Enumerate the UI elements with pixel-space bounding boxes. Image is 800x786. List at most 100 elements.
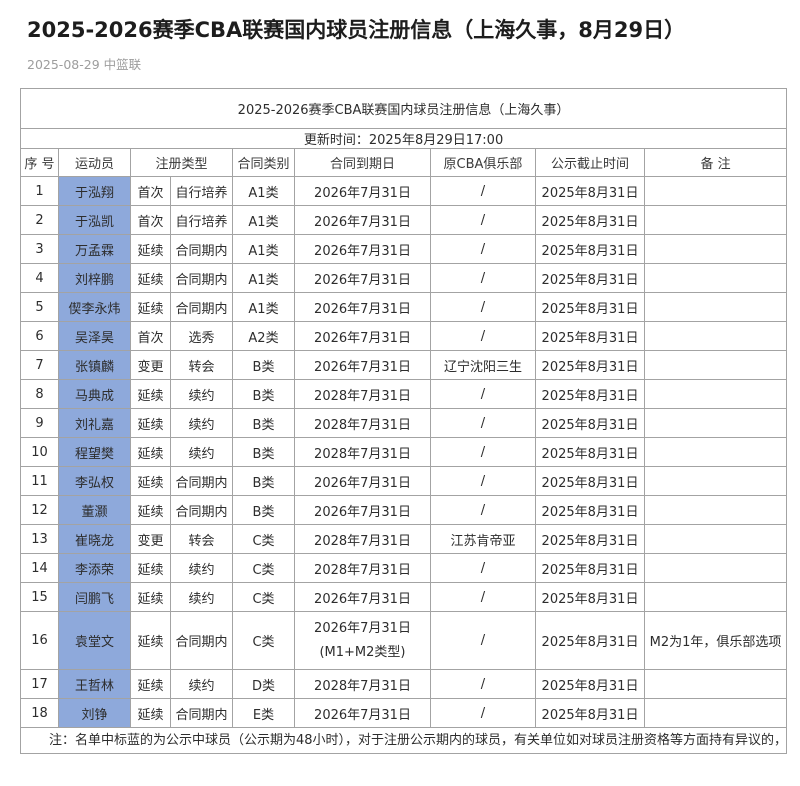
cell-no: 3 [20,234,59,264]
cell-reg-status: 延续 [130,495,171,525]
cell-reg-type: 转会 [170,524,233,554]
cell-remark [643,582,788,612]
cell-contract-expiry: 2026年7月31日 [294,292,431,322]
table-row: 7 张镇麟 变更 转会 B类 2026年7月31日 辽宁沈阳三生 2025年8月… [20,350,788,380]
table-row: 13 崔晓龙 变更 转会 C类 2028年7月31日 江苏肯帝亚 2025年8月… [20,524,788,554]
cell-deadline: 2025年8月31日 [535,350,645,380]
note-text: 注：名单中标蓝的为公示中球员（公示期为48小时），对于注册公示期内的球员，有关单… [49,733,787,748]
cell-player-name: 刘礼嘉 [58,408,131,438]
cell-reg-status: 延续 [130,582,171,612]
cell-remark [643,698,788,728]
cell-remark [643,321,788,351]
cell-no: 5 [20,292,59,322]
cell-contract-class: C类 [232,582,295,612]
cell-reg-status: 延续 [130,379,171,409]
cell-no: 14 [20,553,59,583]
cell-reg-type: 续约 [170,582,233,612]
cell-no: 16 [20,611,59,670]
cell-player-name: 李弘权 [58,466,131,496]
cell-deadline: 2025年8月31日 [535,176,645,206]
cell-contract-class: A1类 [232,176,295,206]
cell-deadline: 2025年8月31日 [535,205,645,235]
cell-contract-expiry: 2026年7月31日 [294,321,431,351]
cell-remark [643,292,788,322]
cell-reg-type: 续约 [170,669,233,699]
cell-contract-expiry: 2026年7月31日 [294,582,431,612]
table-row: 12 董灏 延续 合同期内 B类 2026年7月31日 / 2025年8月31日 [20,495,788,525]
table-row: 8 马典成 延续 续约 B类 2028年7月31日 / 2025年8月31日 [20,379,788,409]
cell-former-club: 辽宁沈阳三生 [430,350,536,380]
table-row: 6 吴泽昊 首次 选秀 A2类 2026年7月31日 / 2025年8月31日 [20,321,788,351]
table-row: 4 刘梓鹏 延续 合同期内 A1类 2026年7月31日 / 2025年8月31… [20,263,788,293]
cell-deadline: 2025年8月31日 [535,495,645,525]
cell-reg-type: 选秀 [170,321,233,351]
cell-former-club: / [430,437,536,467]
cell-deadline: 2025年8月31日 [535,379,645,409]
cell-contract-class: A1类 [232,263,295,293]
cell-contract-expiry: 2028年7月31日 [294,437,431,467]
cell-deadline: 2025年8月31日 [535,524,645,554]
cell-contract-class: C类 [232,611,295,670]
cell-player-name: 吴泽昊 [58,321,131,351]
table-header-row: 序 号 运动员 注册类型 合同类别 合同到期日 原CBA俱乐部 公示截止时间 备… [20,148,788,177]
cell-contract-expiry: 2026年7月31日 [294,205,431,235]
cell-contract-class: B类 [232,495,295,525]
cell-former-club: / [430,669,536,699]
cell-no: 15 [20,582,59,612]
note-cell: 注：名单中标蓝的为公示中球员（公示期为48小时），对于注册公示期内的球员，有关单… [19,727,788,754]
cell-contract-class: B类 [232,350,295,380]
cell-no: 11 [20,466,59,496]
cell-reg-status: 延续 [130,669,171,699]
cell-no: 18 [20,698,59,728]
header-reg-type: 注册类型 [130,148,233,177]
article-header: 2025-2026赛季CBA联赛国内球员注册信息（上海久事，8月29日） 202… [0,0,800,73]
cell-deadline: 2025年8月31日 [535,408,645,438]
cell-no: 1 [20,176,59,206]
cell-reg-type: 合同期内 [170,611,233,670]
cell-no: 13 [20,524,59,554]
cell-reg-status: 延续 [130,698,171,728]
cell-deadline: 2025年8月31日 [535,553,645,583]
cell-reg-type: 合同期内 [170,234,233,264]
cell-remark [643,466,788,496]
cell-former-club: / [430,321,536,351]
cell-reg-type: 合同期内 [170,292,233,322]
cell-deadline: 2025年8月31日 [535,292,645,322]
cell-former-club: / [430,611,536,670]
cell-reg-status: 延续 [130,611,171,670]
cell-player-name: 李添荣 [58,553,131,583]
cell-player-name: 崔晓龙 [58,524,131,554]
cell-deadline: 2025年8月31日 [535,611,645,670]
cell-deadline: 2025年8月31日 [535,263,645,293]
cell-former-club: / [430,495,536,525]
cell-player-name: 王哲林 [58,669,131,699]
cell-player-name: 万孟霖 [58,234,131,264]
cell-no: 9 [20,408,59,438]
cell-remark [643,495,788,525]
cell-no: 17 [20,669,59,699]
table-row: 18 刘铮 延续 合同期内 E类 2026年7月31日 / 2025年8月31日 [20,698,788,728]
cell-reg-status: 变更 [130,524,171,554]
cell-remark [643,553,788,583]
cell-remark [643,205,788,235]
cell-deadline: 2025年8月31日 [535,669,645,699]
cell-reg-type: 合同期内 [170,466,233,496]
cell-reg-type: 续约 [170,437,233,467]
cell-contract-class: A1类 [232,292,295,322]
cell-contract-class: D类 [232,669,295,699]
cell-former-club: 江苏肯帝亚 [430,524,536,554]
cell-remark [643,524,788,554]
cell-player-name: 刘梓鹏 [58,263,131,293]
cell-contract-expiry: 2028年7月31日 [294,669,431,699]
cell-reg-status: 延续 [130,437,171,467]
cell-player-name: 刘铮 [58,698,131,728]
cell-reg-type: 转会 [170,350,233,380]
cell-contract-expiry: 2028年7月31日 [294,524,431,554]
cell-former-club: / [430,553,536,583]
cell-no: 12 [20,495,59,525]
table-row: 17 王哲林 延续 续约 D类 2028年7月31日 / 2025年8月31日 [20,669,788,699]
page-meta: 2025-08-29 中篮联 [27,57,142,72]
cell-reg-status: 首次 [130,205,171,235]
cell-reg-type: 合同期内 [170,495,233,525]
cell-reg-type: 自行培养 [170,205,233,235]
